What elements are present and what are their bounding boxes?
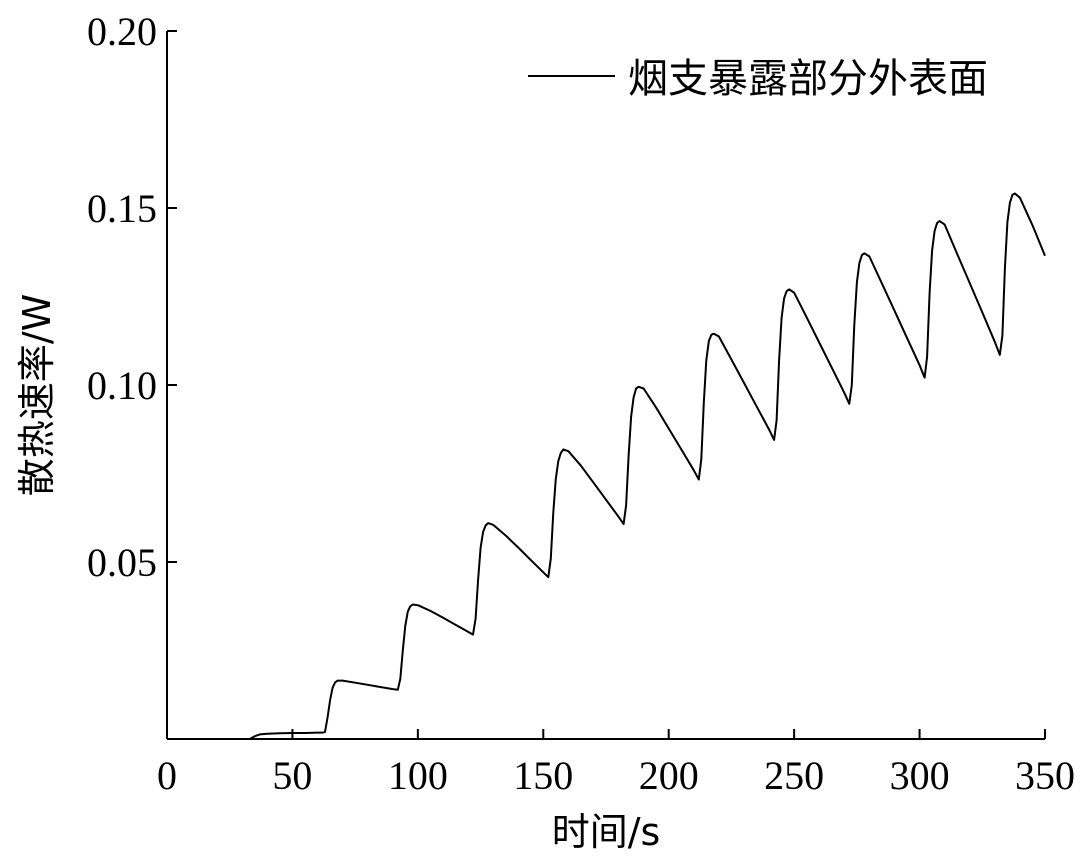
y-tick-label: 0.10: [87, 363, 157, 408]
x-tick-label: 250: [764, 753, 824, 798]
y-tick-label: 0.05: [87, 540, 157, 585]
legend: 烟支暴露部分外表面: [528, 56, 988, 102]
y-ticks: 0.05 0.10 0.15 0.20: [87, 9, 177, 585]
y-axis-label: 散热速率/W: [15, 294, 59, 496]
x-tick-label: 100: [388, 753, 448, 798]
series-layer: [167, 192, 1046, 740]
x-tick-label: 300: [890, 753, 950, 798]
x-tick-label: 50: [272, 753, 312, 798]
x-tick-label: 200: [639, 753, 699, 798]
x-tick-label: 150: [513, 753, 573, 798]
legend-label: 烟支暴露部分外表面: [628, 56, 988, 102]
y-tick-label: 0.20: [87, 9, 157, 54]
x-ticks: 0 50 100 150 200 250 300 350: [157, 729, 1075, 798]
axes: [166, 31, 1045, 740]
x-axis-label: 时间/s: [552, 810, 661, 854]
y-tick-label: 0.15: [87, 186, 157, 231]
series-line: [167, 192, 1046, 740]
x-tick-label: 0: [157, 753, 177, 798]
x-tick-label: 350: [1015, 753, 1075, 798]
